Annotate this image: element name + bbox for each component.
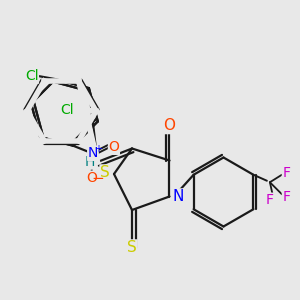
Text: N: N: [88, 146, 98, 160]
Text: F: F: [282, 190, 290, 204]
Text: O: O: [164, 118, 175, 134]
Text: S: S: [100, 165, 110, 180]
Text: H: H: [85, 155, 95, 169]
Text: O: O: [109, 140, 119, 154]
Text: Cl: Cl: [60, 103, 74, 116]
Text: +: +: [94, 143, 102, 154]
Text: Cl: Cl: [25, 69, 38, 83]
Text: S: S: [127, 240, 137, 255]
Text: F: F: [282, 166, 290, 180]
Text: O: O: [86, 171, 97, 185]
Text: −: −: [92, 171, 104, 186]
Text: N: N: [172, 189, 184, 204]
Text: F: F: [266, 193, 274, 207]
